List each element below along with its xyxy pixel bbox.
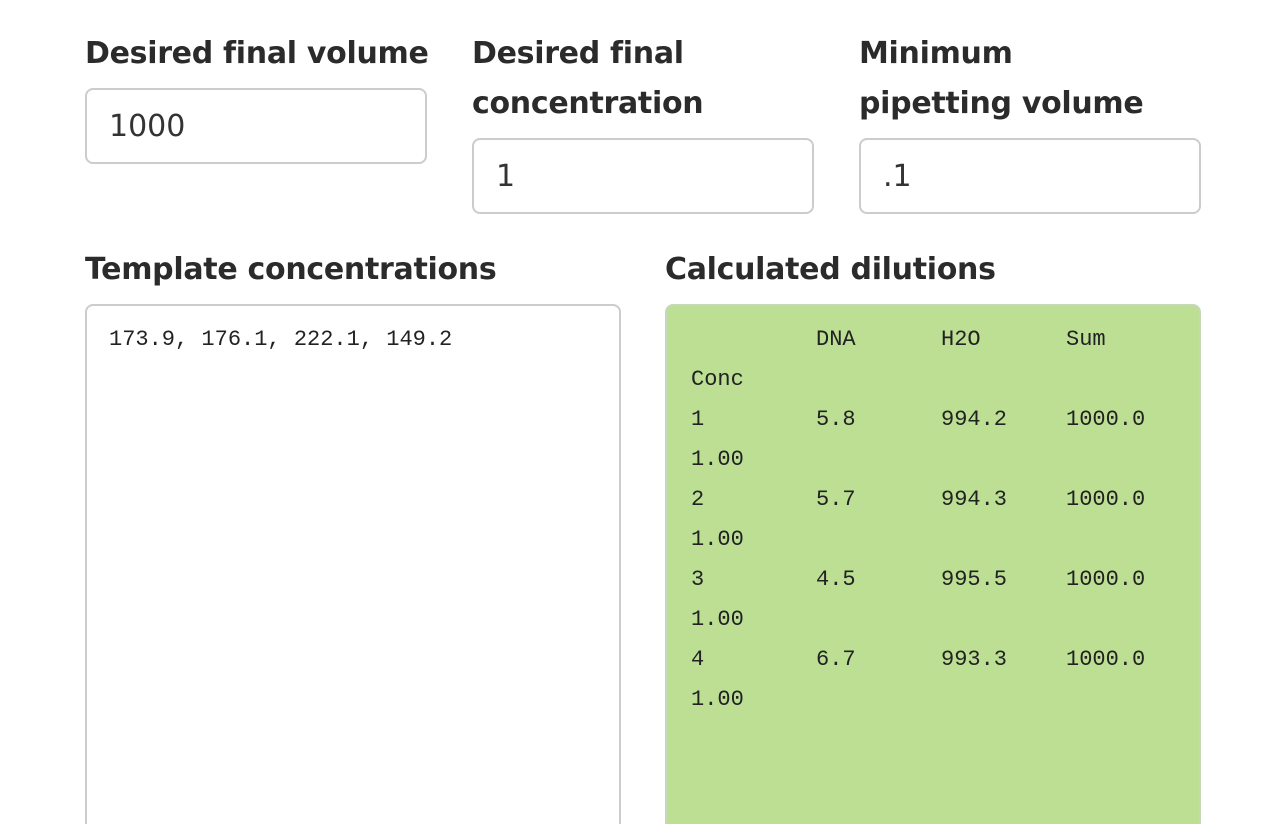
result-h2o: 995.5 xyxy=(941,567,1008,592)
result-conc-row: 1.00 xyxy=(691,440,1175,480)
result-dna: 5.7 xyxy=(816,487,856,512)
final-concentration-input[interactable] xyxy=(472,138,814,214)
result-h2o: 993.3 xyxy=(941,647,1008,672)
result-dna: 4.5 xyxy=(816,567,856,592)
result-conc: 1.00 xyxy=(691,527,744,552)
calculated-dilutions-output: DNA H2O Sum Conc 1 5.8 994.2 1000.0 1.00… xyxy=(665,304,1201,824)
results-header-h2o: H2O xyxy=(941,327,981,352)
result-sum: 1000.0 xyxy=(1066,567,1146,592)
result-id: 3 xyxy=(691,567,705,592)
result-h2o: 994.3 xyxy=(941,487,1008,512)
results-header-wrap-row: Conc xyxy=(691,360,1175,400)
result-id: 4 xyxy=(691,647,705,672)
result-h2o: 994.2 xyxy=(941,407,1008,432)
result-conc: 1.00 xyxy=(691,447,744,472)
results-header-row: DNA H2O Sum xyxy=(691,320,1175,360)
min-pipetting-input[interactable] xyxy=(859,138,1201,214)
template-concentrations-label: Template concentrations xyxy=(85,252,497,287)
min-pipetting-label: Minimum pipetting volume xyxy=(859,36,1144,121)
results-header-dna: DNA xyxy=(816,327,856,352)
final-concentration-label: Desired final concentration xyxy=(472,36,704,121)
result-conc-row: 1.00 xyxy=(691,600,1175,640)
result-dna: 6.7 xyxy=(816,647,856,672)
template-concentrations-textarea[interactable]: 173.9, 176.1, 222.1, 149.2 xyxy=(85,304,621,824)
result-conc: 1.00 xyxy=(691,607,744,632)
result-id: 1 xyxy=(691,407,705,432)
final-volume-label: Desired final volume xyxy=(85,36,429,71)
result-row: 2 5.7 994.3 1000.0 xyxy=(691,480,1175,520)
result-dna: 5.8 xyxy=(816,407,856,432)
result-conc-row: 1.00 xyxy=(691,520,1175,560)
result-conc-row: 1.00 xyxy=(691,680,1175,720)
result-sum: 1000.0 xyxy=(1066,487,1146,512)
result-sum: 1000.0 xyxy=(1066,647,1146,672)
final-volume-input[interactable] xyxy=(85,88,427,164)
result-conc: 1.00 xyxy=(691,687,744,712)
results-header-conc: Conc xyxy=(691,367,744,392)
result-row: 3 4.5 995.5 1000.0 xyxy=(691,560,1175,600)
calculated-dilutions-label: Calculated dilutions xyxy=(665,252,996,287)
results-header-sum: Sum xyxy=(1066,327,1106,352)
result-sum: 1000.0 xyxy=(1066,407,1146,432)
result-id: 2 xyxy=(691,487,705,512)
result-row: 1 5.8 994.2 1000.0 xyxy=(691,400,1175,440)
result-row: 4 6.7 993.3 1000.0 xyxy=(691,640,1175,680)
